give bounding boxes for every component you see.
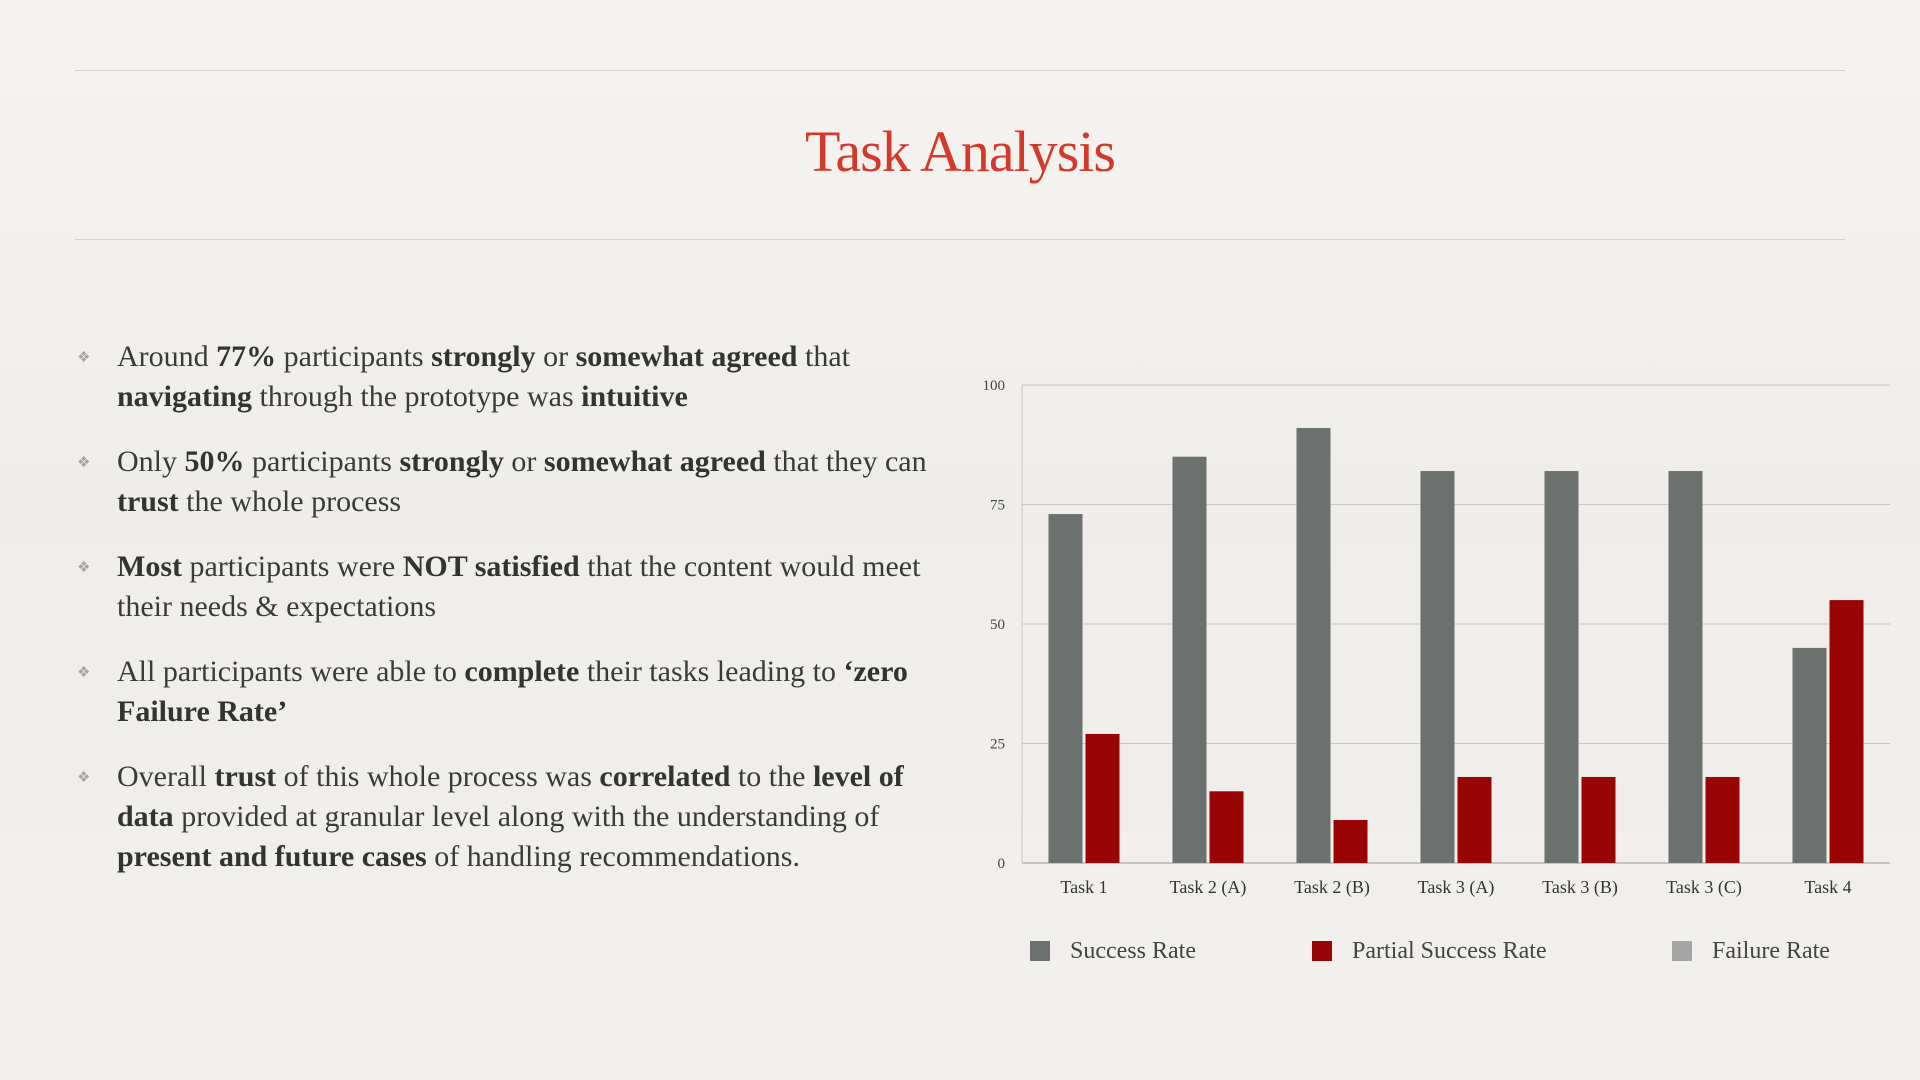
bar-success-rate (1172, 456, 1207, 863)
x-tick-label: Task 3 (B) (1542, 877, 1618, 898)
bullet-item: ❖ All participants were able to complete … (75, 652, 965, 732)
bullet-item: ❖ Most participants were NOT satisfied th… (75, 547, 965, 627)
bullet-text: of this whole process was (276, 760, 600, 793)
bullet-text: Around (117, 340, 217, 373)
bullet-text: their tasks leading to (579, 655, 844, 688)
slide-title: Task Analysis (805, 119, 1116, 184)
bullet-text: All participants were able to (117, 655, 465, 688)
bullet-emphasis: trust (117, 485, 179, 518)
bullet-text: the whole process (178, 485, 402, 518)
bar-success-rate (1420, 471, 1455, 863)
bullet-text: Only (117, 445, 185, 478)
y-tick-label: 50 (990, 617, 1005, 633)
bar-success-rate (1296, 428, 1331, 863)
bullet-text: that (797, 340, 850, 373)
bullet-emphasis: complete (464, 655, 580, 688)
legend-swatch (1672, 941, 1692, 961)
legend-label: Success Rate (1070, 938, 1196, 964)
bullet-text: provided at granular level along with th… (173, 800, 880, 833)
bullet-emphasis: navigating (117, 380, 253, 413)
bullet-emphasis: strongly (431, 340, 536, 373)
bar-success-rate (1544, 471, 1579, 863)
bullet-item: ❖ Around 77% participants strongly or som… (75, 337, 965, 417)
bullet-list: ❖ Around 77% participants strongly or som… (75, 337, 965, 902)
bullet-emphasis: somewhat agreed (575, 340, 798, 373)
x-tick-label: Task 1 (1060, 877, 1107, 897)
bar-partial-success-rate (1581, 776, 1616, 863)
bullet-text: participants were (181, 550, 403, 583)
y-tick-label: 75 (990, 498, 1005, 514)
bullet-emphasis: correlated (599, 760, 731, 793)
bullet-emphasis: present and future cases (117, 840, 427, 873)
bar-partial-success-rate (1085, 733, 1120, 863)
bullet-emphasis: somewhat agreed (543, 445, 766, 478)
bullet-text: of handling recommendations. (426, 840, 800, 873)
bullet-emphasis: Most (117, 550, 182, 583)
x-tick-label: Task 2 (B) (1294, 877, 1370, 898)
bullet-emphasis: NOT satisfied (402, 550, 580, 583)
y-tick-label: 25 (990, 737, 1005, 753)
bar-success-rate (1792, 647, 1827, 863)
bar-partial-success-rate (1829, 600, 1864, 863)
x-tick-label: Task 4 (1804, 877, 1851, 897)
bullet-marker-icon: ❖ (77, 560, 91, 576)
bullet-marker-icon: ❖ (77, 770, 91, 786)
bullet-item: ❖ Overall trust of this whole process was… (75, 757, 965, 877)
bullet-text: or (503, 445, 544, 478)
x-tick-label: Task 2 (A) (1170, 877, 1247, 898)
bullet-emphasis: strongly (399, 445, 504, 478)
bullet-emphasis: 77% (216, 340, 277, 373)
bullet-text: that they can (765, 445, 927, 478)
bar-success-rate (1668, 471, 1703, 863)
bar-partial-success-rate (1457, 776, 1492, 863)
task-analysis-chart: 0 25 50 75 100 Task 1 Task 2 (A) Task 2 (B) Task… (983, 378, 1890, 964)
bullet-emphasis: ‘zero Failure Rate’ (117, 655, 908, 728)
bar-success-rate (1048, 514, 1083, 863)
bar-partial-success-rate (1209, 791, 1244, 863)
bullet-text: or (535, 340, 576, 373)
bar-partial-success-rate (1705, 776, 1740, 863)
bullet-text: through the prototype was (252, 380, 582, 413)
bullet-emphasis: trust (214, 760, 277, 793)
top-divider (75, 70, 1845, 71)
bullet-emphasis: level of data (117, 760, 904, 833)
bullet-emphasis: intuitive (581, 380, 688, 413)
x-tick-label: Task 3 (C) (1666, 877, 1742, 898)
bullet-text: participants (244, 445, 400, 478)
bullet-emphasis: 50% (184, 445, 245, 478)
bullet-text: that the content would meet their needs … (117, 550, 921, 623)
y-tick-label: 100 (983, 378, 1006, 394)
bullet-marker-icon: ❖ (77, 455, 91, 471)
y-tick-label: 0 (998, 856, 1006, 872)
bar-partial-success-rate (1333, 819, 1368, 863)
x-tick-label: Task 3 (A) (1418, 877, 1495, 898)
bullet-item: ❖ Only 50% participants strongly or somew… (75, 442, 965, 522)
bullet-marker-icon: ❖ (77, 350, 91, 366)
legend-label: Partial Success Rate (1352, 938, 1547, 964)
bullet-marker-icon: ❖ (77, 665, 91, 681)
bullet-text: Overall (117, 760, 215, 793)
legend-label: Failure Rate (1712, 938, 1830, 964)
legend-swatch (1030, 941, 1050, 961)
bullet-text: participants (276, 340, 432, 373)
title-divider (75, 239, 1845, 240)
legend-swatch (1312, 941, 1332, 961)
bullet-text: to the (730, 760, 813, 793)
